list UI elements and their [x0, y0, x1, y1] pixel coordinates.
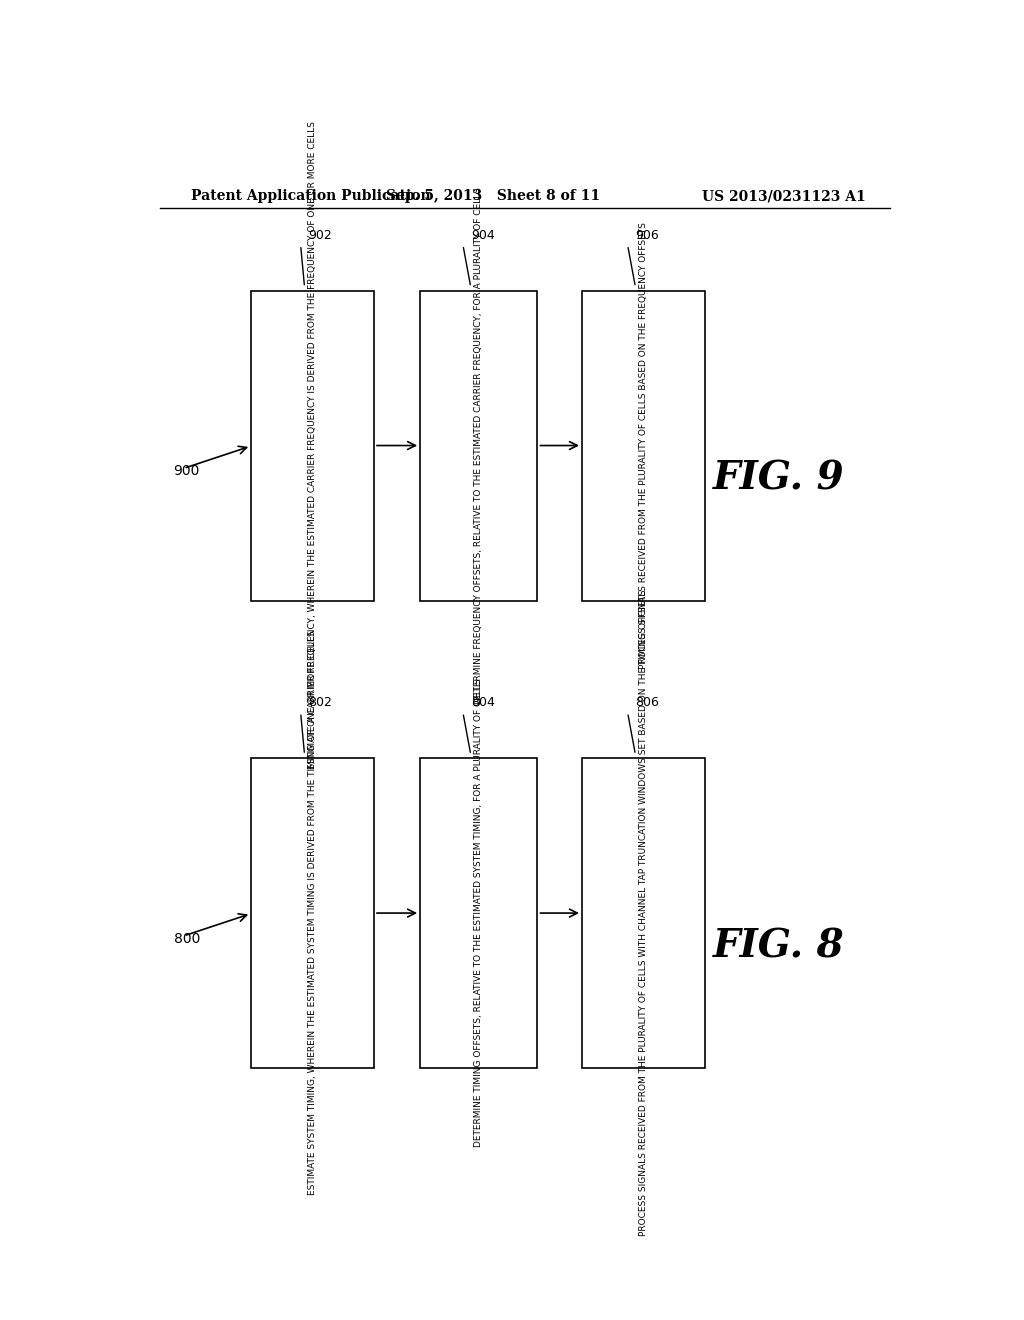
FancyBboxPatch shape — [582, 758, 705, 1068]
Text: 802: 802 — [308, 696, 333, 709]
Text: FIG. 9: FIG. 9 — [713, 459, 845, 498]
Text: PROCESS SIGNALS RECEIVED FROM THE PLURALITY OF CELLS BASED ON THE FREQUENCY OFFS: PROCESS SIGNALS RECEIVED FROM THE PLURAL… — [639, 222, 648, 669]
Text: Sep. 5, 2013   Sheet 8 of 11: Sep. 5, 2013 Sheet 8 of 11 — [386, 189, 600, 203]
Text: DETERMINE FREQUENCY OFFSETS, RELATIVE TO THE ESTIMATED CARRIER FREQUENCY, FOR A : DETERMINE FREQUENCY OFFSETS, RELATIVE TO… — [474, 187, 483, 704]
Text: 804: 804 — [471, 696, 495, 709]
FancyBboxPatch shape — [420, 758, 538, 1068]
Text: FIG. 8: FIG. 8 — [713, 927, 845, 965]
FancyBboxPatch shape — [251, 290, 374, 601]
FancyBboxPatch shape — [420, 290, 538, 601]
Text: ESTIMATE SYSTEM TIMING, WHEREIN THE ESTIMATED SYSTEM TIMING IS DERIVED FROM THE : ESTIMATE SYSTEM TIMING, WHEREIN THE ESTI… — [308, 631, 317, 1196]
Text: 904: 904 — [471, 228, 495, 242]
Text: Patent Application Publication: Patent Application Publication — [191, 189, 431, 203]
Text: 806: 806 — [636, 696, 659, 709]
Text: 800: 800 — [173, 932, 200, 946]
FancyBboxPatch shape — [582, 290, 705, 601]
Text: 906: 906 — [636, 228, 659, 242]
Text: DETERMINE TIMING OFFSETS, RELATIVE TO THE ESTIMATED SYSTEM TIMING, FOR A PLURALI: DETERMINE TIMING OFFSETS, RELATIVE TO TH… — [474, 678, 483, 1147]
Text: US 2013/0231123 A1: US 2013/0231123 A1 — [702, 189, 866, 203]
Text: 900: 900 — [173, 465, 200, 478]
Text: 902: 902 — [308, 228, 333, 242]
Text: PROCESS SIGNALS RECEIVED FROM THE PLURALITY OF CELLS WITH CHANNEL TAP TRUNCATION: PROCESS SIGNALS RECEIVED FROM THE PLURAL… — [639, 590, 648, 1237]
FancyBboxPatch shape — [251, 758, 374, 1068]
Text: ESTIMATE A CARRIER FREQUENCY, WHEREIN THE ESTIMATED CARRIER FREQUENCY IS DERIVED: ESTIMATE A CARRIER FREQUENCY, WHEREIN TH… — [308, 121, 317, 770]
